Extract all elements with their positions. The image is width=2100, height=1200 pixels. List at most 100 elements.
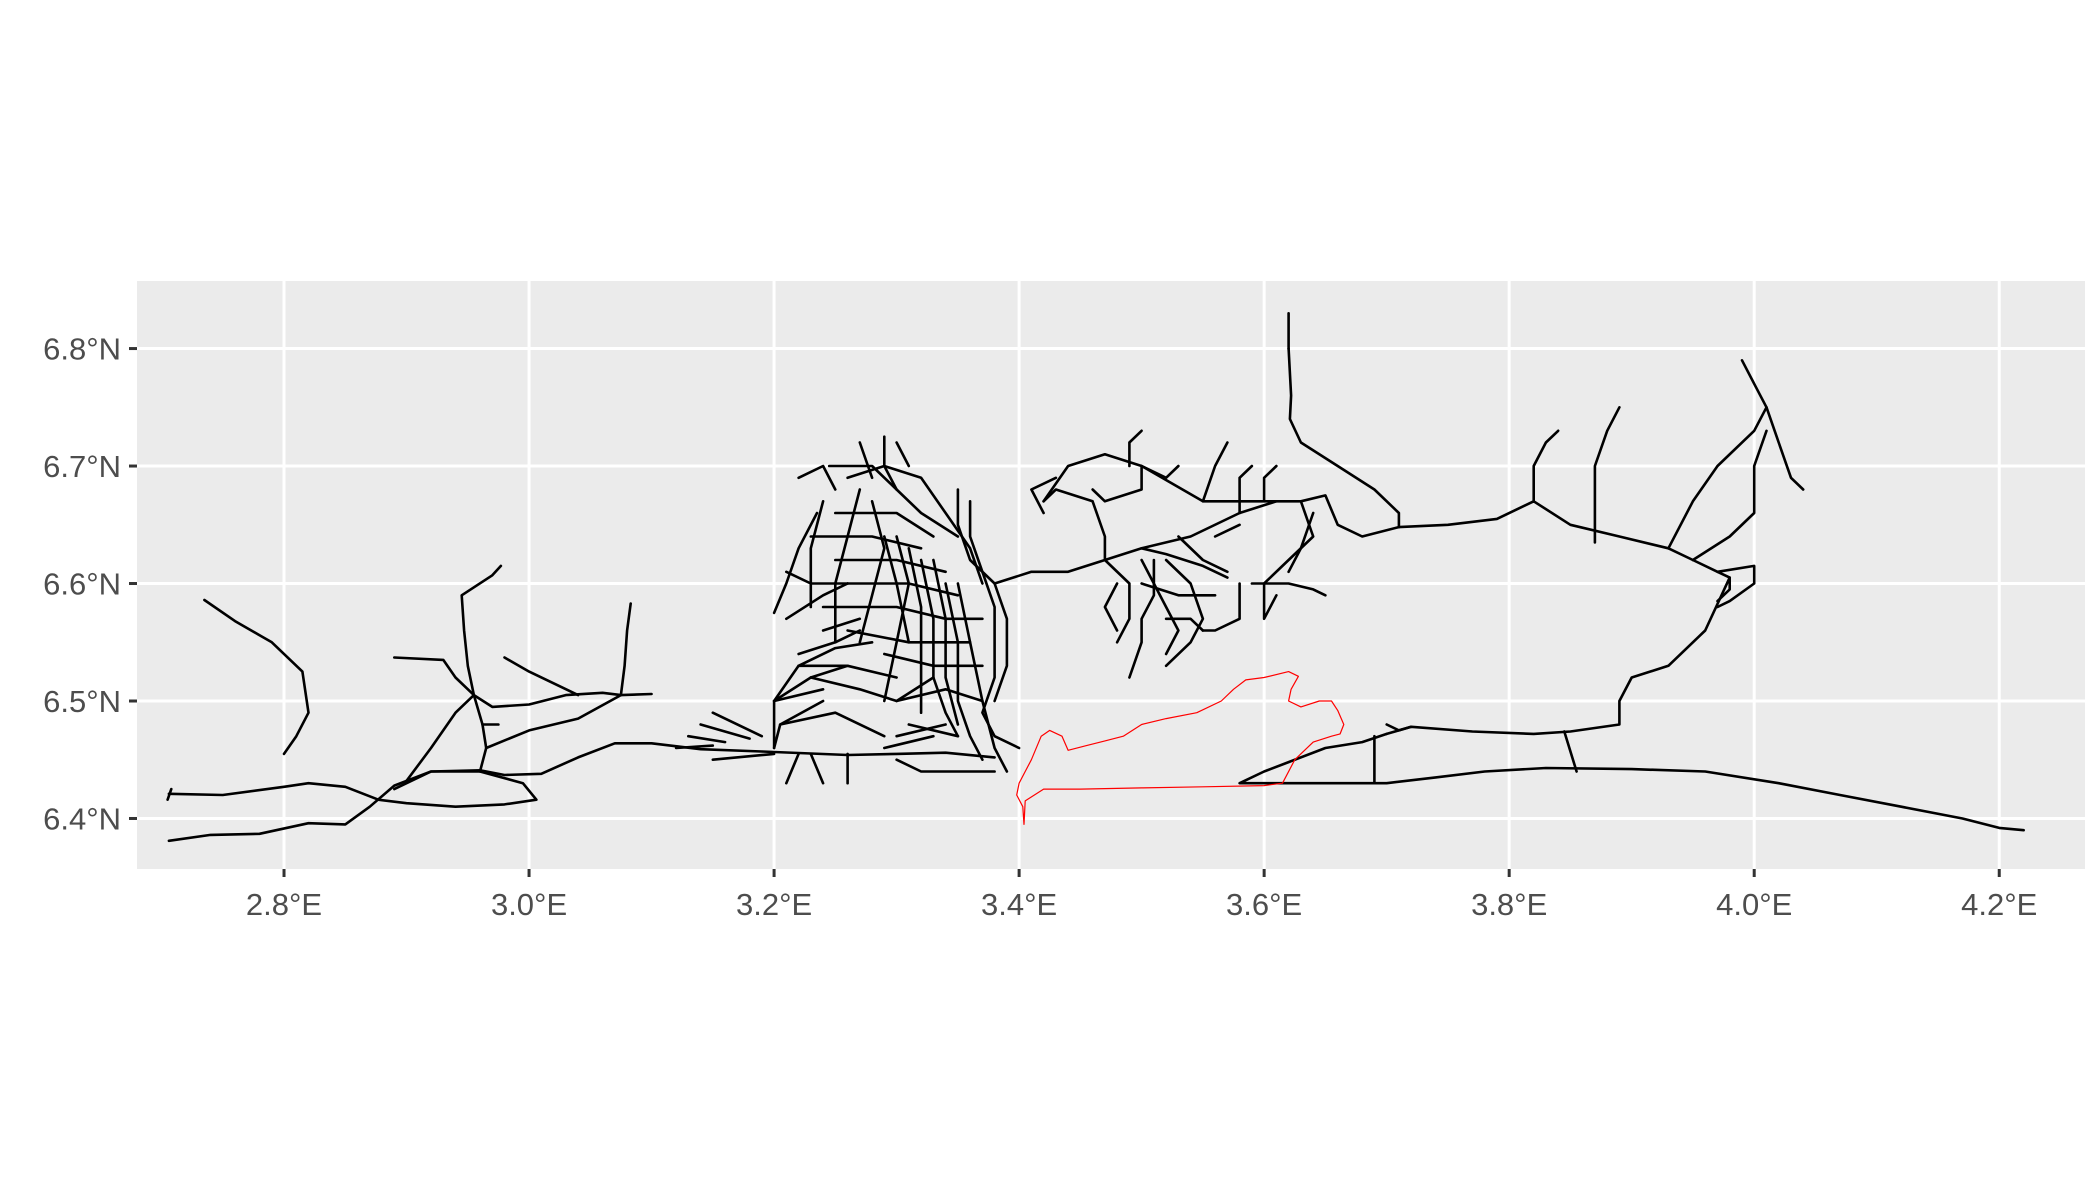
map-layers: [166, 312, 2025, 843]
x-tick-label: 4.0°E: [1716, 887, 1792, 922]
road-line: [846, 582, 960, 597]
road-line: [1563, 730, 1578, 773]
road-line: [503, 656, 580, 697]
y-axis: 6.4°N 6.5°N 6.6°N 6.7°N 6.8°N: [43, 332, 137, 836]
road-line: [895, 441, 911, 468]
road-line: [944, 582, 984, 761]
road-line: [907, 723, 960, 738]
road-line: [1164, 617, 1205, 632]
road-line: [932, 558, 960, 726]
road-line: [1765, 406, 1805, 491]
road-line: [1667, 359, 1768, 550]
road-line: [674, 744, 715, 750]
road-line: [1164, 558, 1205, 668]
y-tick-label: 6.7°N: [43, 449, 121, 484]
road-line: [846, 464, 984, 585]
road-line: [1593, 406, 1621, 544]
road-line: [1238, 732, 2025, 832]
y-tick-label: 6.6°N: [43, 567, 121, 602]
road-line: [809, 535, 923, 550]
road-line: [472, 693, 488, 773]
road-line: [919, 558, 960, 738]
road-line: [834, 558, 947, 574]
y-tick-label: 6.5°N: [43, 684, 121, 719]
road-line: [1262, 582, 1278, 621]
x-tick-label: 3.0°E: [491, 887, 567, 922]
road-line: [993, 582, 1009, 703]
boundary-line: [1016, 671, 1345, 825]
road-line: [1140, 582, 1217, 597]
road-line: [484, 692, 653, 750]
y-tick-label: 6.4°N: [43, 801, 121, 836]
road-line: [393, 656, 476, 697]
road-line: [821, 605, 984, 621]
road-line: [1385, 723, 1413, 732]
road-line: [895, 758, 996, 773]
road-line: [167, 742, 996, 843]
boundary-outline-layer: [1016, 671, 1345, 825]
road-line: [797, 464, 837, 491]
road-line: [858, 500, 886, 644]
road-line: [1201, 441, 1229, 503]
road-line: [993, 494, 1731, 603]
panel-background: [137, 281, 2085, 869]
x-tick-label: 3.2°E: [736, 887, 812, 922]
x-axis: 2.8°E 3.0°E 3.2°E 3.4°E 3.6°E 3.8°E 4.0°E 4.2°E: [246, 869, 2037, 922]
road-line: [785, 582, 849, 621]
road-line: [203, 598, 310, 756]
road-line: [711, 711, 764, 738]
road-line: [772, 511, 819, 615]
road-line: [1103, 558, 1131, 644]
road-line: [785, 570, 849, 585]
road-line: [1287, 347, 1401, 529]
x-tick-label: 4.2°E: [1961, 887, 2037, 922]
road-line: [772, 664, 849, 703]
road-line: [895, 723, 947, 738]
road-line: [809, 500, 825, 609]
road-line: [1213, 523, 1241, 538]
x-tick-label: 3.4°E: [981, 887, 1057, 922]
road-line: [1103, 582, 1119, 632]
road-line: [883, 435, 898, 491]
road-network-layer: [166, 312, 2025, 843]
road-line: [1140, 464, 1278, 503]
road-line: [846, 629, 972, 644]
road-line: [778, 699, 825, 726]
road-line: [1238, 464, 1254, 515]
road-line: [821, 617, 862, 632]
road-line: [772, 711, 886, 750]
y-tick-label: 6.8°N: [43, 332, 121, 367]
road-line: [1128, 558, 1156, 679]
x-tick-label: 2.8°E: [246, 887, 322, 922]
road-line: [166, 787, 173, 801]
road-line: [883, 734, 935, 750]
road-line: [1140, 547, 1229, 579]
road-line: [809, 676, 935, 703]
road-line: [1532, 429, 1560, 503]
road-line: [797, 629, 862, 656]
graticule-grid: [137, 281, 2085, 869]
road-line: [1716, 564, 1756, 609]
road-line: [883, 652, 984, 668]
road-line: [1201, 582, 1241, 632]
road-line: [1250, 582, 1327, 597]
road-line: [968, 500, 1021, 750]
road-line: [405, 693, 476, 783]
x-tick-label: 3.8°E: [1471, 887, 1547, 922]
road-line: [1128, 429, 1143, 468]
road-line: [167, 770, 538, 808]
x-tick-label: 3.6°E: [1226, 887, 1302, 922]
road-line: [711, 752, 776, 761]
road-line: [785, 752, 800, 785]
road-line: [472, 691, 623, 709]
road-line: [772, 688, 825, 703]
road-line: [1042, 488, 1107, 562]
road-line: [699, 723, 751, 740]
road-line: [907, 547, 923, 714]
road-line: [619, 602, 632, 697]
road-line: [687, 734, 727, 744]
road-line: [1691, 429, 1768, 562]
road-line: [460, 564, 503, 697]
road-line: [1177, 535, 1229, 574]
